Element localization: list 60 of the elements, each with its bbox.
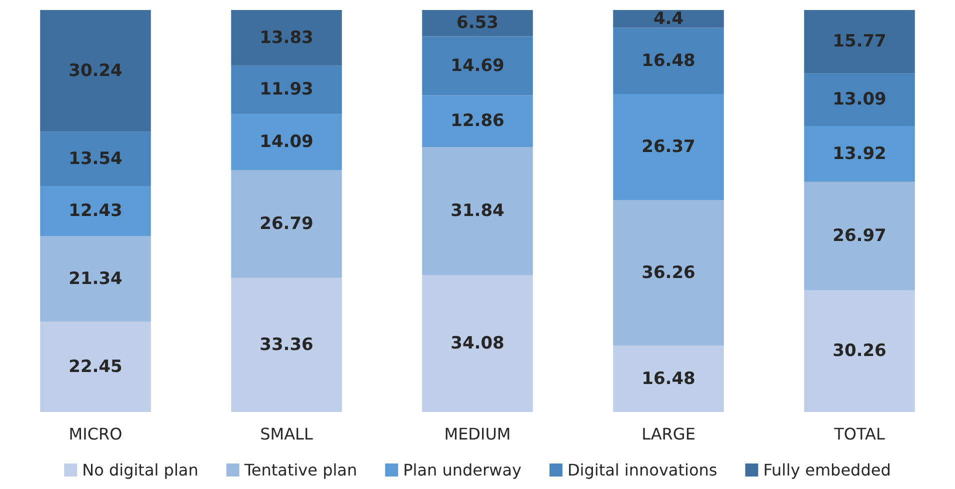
bar bbox=[613, 10, 724, 28]
bar bbox=[40, 322, 151, 412]
data-label: 13.54 bbox=[68, 148, 123, 169]
legend-label: No digital plan bbox=[82, 460, 198, 480]
bar bbox=[422, 275, 533, 412]
bar bbox=[231, 278, 342, 412]
x-tick-label: MEDIUM bbox=[444, 424, 511, 444]
x-tick-label: MICRO bbox=[68, 424, 122, 444]
data-label: 13.09 bbox=[832, 90, 886, 110]
data-label: 26.97 bbox=[832, 226, 886, 246]
legend-label: Plan underway bbox=[403, 460, 522, 480]
data-label: 31.84 bbox=[450, 201, 505, 221]
data-label: 36.26 bbox=[642, 262, 696, 283]
data-label: 14.09 bbox=[260, 132, 314, 152]
legend-label: Fully embedded bbox=[763, 460, 891, 480]
bar bbox=[40, 236, 151, 322]
data-label: 12.43 bbox=[68, 200, 122, 221]
data-label: 12.86 bbox=[450, 111, 504, 132]
bar bbox=[40, 10, 151, 132]
bar bbox=[613, 94, 724, 200]
data-label: 30.26 bbox=[832, 341, 886, 362]
data-label: 14.69 bbox=[450, 56, 504, 76]
legend-label: Digital innovations bbox=[567, 460, 718, 480]
bar bbox=[40, 186, 151, 236]
data-label: 4.4 bbox=[653, 8, 684, 29]
bar bbox=[231, 10, 342, 66]
bar bbox=[613, 200, 724, 346]
bar bbox=[804, 182, 915, 290]
legend-label: Tentative plan bbox=[243, 460, 358, 480]
data-label: 33.36 bbox=[260, 334, 314, 355]
data-label: 15.77 bbox=[832, 32, 886, 52]
data-label: 21.34 bbox=[68, 268, 123, 289]
data-label: 16.48 bbox=[642, 368, 696, 389]
bar bbox=[422, 95, 533, 147]
data-label: 34.08 bbox=[450, 334, 504, 354]
data-label: 13.83 bbox=[260, 28, 314, 48]
data-label: 13.92 bbox=[832, 144, 886, 164]
data-label: 30.24 bbox=[68, 60, 123, 81]
bar bbox=[804, 126, 915, 182]
data-label: 11.93 bbox=[260, 80, 314, 100]
x-tick-label: SMALL bbox=[260, 424, 313, 444]
data-label: 22.45 bbox=[68, 356, 122, 377]
bar bbox=[422, 10, 533, 36]
bar bbox=[422, 36, 533, 96]
bar bbox=[804, 10, 915, 74]
data-label: 6.53 bbox=[456, 13, 498, 34]
data-label: 26.37 bbox=[642, 136, 696, 157]
bar bbox=[804, 73, 915, 126]
bar bbox=[613, 28, 724, 94]
bar bbox=[231, 170, 342, 278]
bar bbox=[40, 132, 151, 186]
bar bbox=[231, 66, 342, 114]
data-label: 16.48 bbox=[642, 50, 696, 71]
bar bbox=[231, 114, 342, 170]
bar bbox=[804, 290, 915, 412]
data-label: 26.79 bbox=[260, 214, 314, 234]
x-tick-label: LARGE bbox=[642, 424, 696, 444]
bar bbox=[422, 147, 533, 275]
bar bbox=[613, 346, 724, 412]
x-tick-label: TOTAL bbox=[833, 424, 885, 444]
